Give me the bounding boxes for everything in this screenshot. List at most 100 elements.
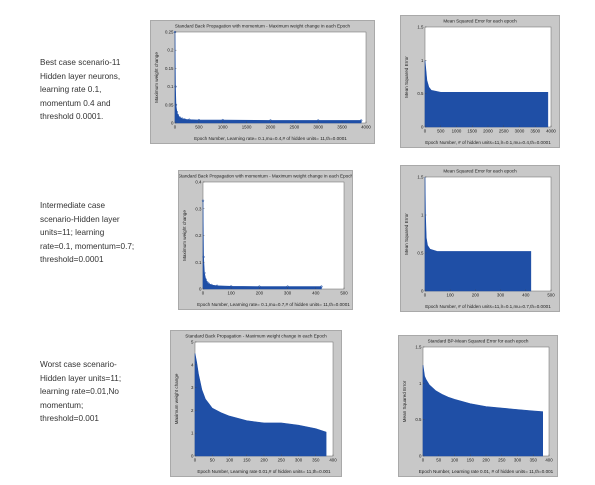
x-tick-label: 4000: [361, 125, 371, 130]
chart-title: Standard BP-Mean Squared Error for each …: [428, 339, 529, 344]
x-axis-label: Epoch Number, Learning rate= 0.1,mu=0.7,…: [197, 302, 350, 307]
data-point: [210, 283, 213, 287]
data-point: [317, 119, 320, 122]
x-tick-label: 300: [497, 293, 505, 298]
data-point: [258, 285, 261, 288]
y-tick-label: 0.5: [417, 91, 424, 96]
y-tick-label: 0.5: [417, 251, 424, 256]
x-tick-label: 500: [340, 291, 348, 296]
x-tick-label: 0: [174, 125, 177, 130]
x-axis-label: Epoch Number, Learning rate= 0.1,mu=0.4,…: [194, 136, 347, 141]
chart-worst-max-weight-change: Standard Back Propagation - Maximum weig…: [170, 330, 342, 477]
x-tick-label: 350: [530, 458, 538, 463]
plot-area: [202, 181, 345, 290]
x-tick-label: 1500: [467, 129, 477, 134]
chart-title: Standard Back Propagation - Maximum weig…: [185, 334, 327, 339]
y-tick-label: 5: [191, 340, 194, 345]
x-tick-label: 50: [436, 458, 441, 463]
x-tick-label: 4000: [546, 129, 556, 134]
data-point: [176, 113, 180, 117]
data-point: [215, 284, 219, 287]
x-tick-label: 400: [312, 291, 320, 296]
x-tick-label: 200: [260, 458, 268, 463]
y-tick-label: 0.2: [195, 233, 202, 238]
y-tick-label: 0: [171, 121, 174, 126]
x-tick-label: 300: [295, 458, 303, 463]
x-tick-label: 500: [195, 125, 203, 130]
y-tick-label: 2: [191, 408, 194, 413]
x-axis-label: Epoch Number, Learning rate 0.01,# of hi…: [197, 469, 331, 474]
data-point: [201, 199, 205, 202]
x-tick-label: 0: [194, 458, 197, 463]
x-tick-label: 2000: [266, 125, 276, 130]
x-tick-label: 0: [424, 129, 427, 134]
data-point: [203, 271, 206, 275]
y-tick-label: 1: [191, 431, 194, 436]
x-tick-label: 400: [545, 458, 553, 463]
y-tick-label: 0.2: [167, 48, 174, 53]
series-area: [174, 31, 362, 124]
x-tick-label: 150: [243, 458, 251, 463]
y-tick-label: 0.4: [195, 180, 202, 185]
x-tick-label: 400: [522, 293, 530, 298]
data-point: [175, 110, 179, 114]
y-tick-label: 4: [191, 362, 194, 367]
x-tick-label: 500: [547, 293, 555, 298]
caption-best-case: Best case scenario-11 Hidden layer neuro…: [40, 58, 121, 121]
chart-title: Mean Squared Error for each epoch: [443, 169, 517, 174]
data-point: [197, 118, 201, 122]
x-axis-label: Epoch Number, # of hidden units=11,lr=0.…: [425, 304, 551, 309]
y-tick-label: 0.1: [195, 260, 202, 265]
x-tick-label: 1500: [242, 125, 252, 130]
x-tick-label: 250: [278, 458, 286, 463]
x-tick-label: 3000: [313, 125, 323, 130]
x-tick-label: 200: [472, 293, 480, 298]
y-axis-label: Maximum weight change: [154, 52, 159, 103]
x-tick-label: 3500: [530, 129, 540, 134]
x-tick-label: 200: [482, 458, 490, 463]
y-axis-label: Maximum weight change: [174, 373, 179, 424]
x-tick-label: 3500: [337, 125, 347, 130]
x-tick-label: 3000: [515, 129, 525, 134]
x-tick-label: 2500: [499, 129, 509, 134]
x-axis-label: Epoch Number, # of hidden units=11,lr=0.…: [425, 140, 551, 145]
x-tick-label: 100: [451, 458, 459, 463]
plot-area: [174, 31, 367, 124]
series-area: [194, 353, 327, 457]
data-point: [360, 119, 363, 122]
y-tick-label: 3: [191, 385, 194, 390]
x-tick-label: 1000: [218, 125, 228, 130]
chart-worst-mean-squared-error: Standard BP-Mean Squared Error for each …: [398, 335, 558, 477]
x-tick-label: 2500: [289, 125, 299, 130]
y-tick-label: 1: [421, 213, 424, 218]
x-tick-label: 0: [202, 291, 205, 296]
x-tick-label: 100: [226, 458, 234, 463]
y-tick-label: 0: [421, 289, 424, 294]
y-tick-label: 1: [421, 58, 424, 63]
chart-title: Mean Squared Error for each epoch: [443, 19, 517, 24]
y-axis-label: Mean Squared Error: [404, 56, 409, 98]
y-tick-label: 0.25: [165, 30, 174, 35]
data-point: [320, 285, 323, 288]
y-axis-label: Mean Squared Error: [404, 213, 409, 255]
y-tick-label: 0: [421, 125, 424, 130]
data-point: [204, 278, 207, 281]
chart-title: Standard Back Propagation with momentum …: [175, 24, 351, 29]
y-tick-label: 0.5: [415, 417, 422, 422]
y-tick-label: 1.5: [417, 25, 424, 30]
y-tick-label: 0.1: [167, 84, 174, 89]
y-tick-label: 1.5: [417, 175, 424, 180]
x-tick-label: 100: [228, 291, 236, 296]
x-tick-label: 400: [329, 458, 337, 463]
caption-worst-case: Worst case scenario- Hidden layer units=…: [40, 360, 122, 423]
y-tick-label: 0.3: [195, 206, 202, 211]
y-tick-label: 0.05: [165, 102, 174, 107]
y-tick-label: 0.15: [165, 66, 174, 71]
x-tick-label: 250: [498, 458, 506, 463]
x-tick-label: 300: [514, 458, 522, 463]
y-tick-label: 1: [419, 381, 422, 386]
data-point: [221, 118, 224, 122]
data-point: [178, 116, 181, 119]
y-tick-label: 1.5: [415, 345, 422, 350]
data-point: [202, 255, 205, 259]
